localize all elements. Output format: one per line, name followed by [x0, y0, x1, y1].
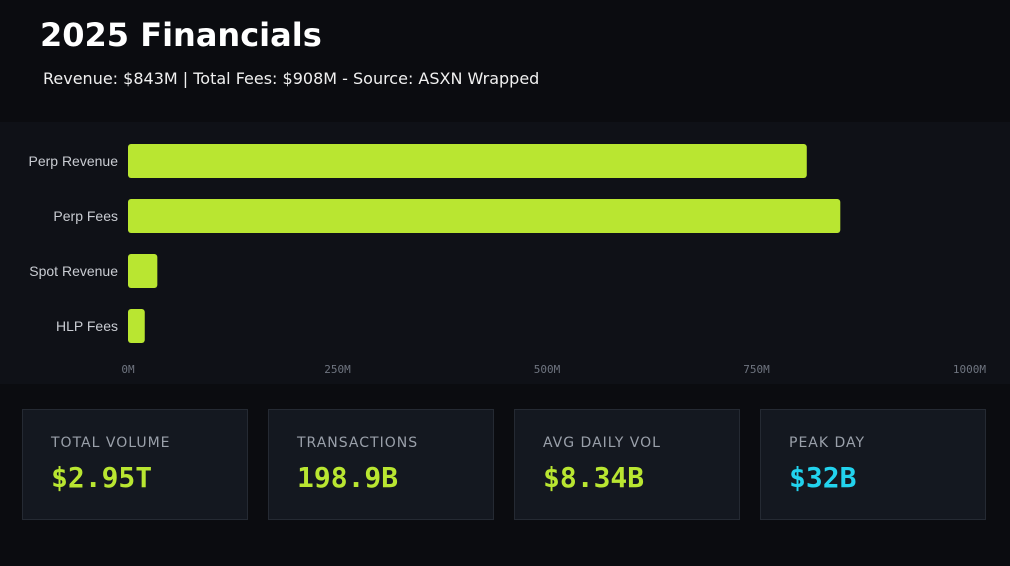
x-tick-label: 750M	[743, 363, 770, 376]
bar-spot-revenue	[128, 254, 158, 288]
stat-label: AVG DAILY VOL	[543, 435, 661, 451]
stat-value: $8.34B	[543, 461, 645, 494]
stat-card-peak-day: PEAK DAY $32B	[760, 409, 986, 520]
bar-chart: Perp Revenue Perp Fees Spot Revenue HLP Fee…	[28, 144, 986, 376]
stat-label: TOTAL VOLUME	[51, 435, 171, 451]
stat-card-transactions: TRANSACTIONS 198.9B	[268, 409, 494, 520]
bar-perp-revenue	[128, 144, 807, 178]
stat-label: TRANSACTIONS	[297, 435, 419, 451]
bar-hlp-fees	[128, 309, 145, 343]
stat-label: PEAK DAY	[789, 435, 866, 451]
x-tick-label: 250M	[324, 363, 351, 376]
stat-value: $2.95T	[51, 461, 153, 494]
chart-panel: Perp Revenue Perp Fees Spot Revenue HLP Fee…	[0, 122, 1010, 384]
x-tick-label: 500M	[534, 363, 561, 376]
stat-value: 198.9B	[297, 461, 399, 494]
bar-perp-fees	[128, 199, 841, 233]
x-tick-label: 0M	[121, 363, 135, 376]
category-label: Spot Revenue	[29, 263, 118, 279]
category-label: Perp Fees	[53, 208, 118, 224]
stat-value: $32B	[789, 461, 857, 494]
category-label: HLP Fees	[56, 318, 118, 334]
stat-card-avg-daily-vol: AVG DAILY VOL $8.34B	[514, 409, 740, 520]
stat-card-total-volume: TOTAL VOLUME $2.95T	[22, 409, 248, 520]
category-label: Perp Revenue	[28, 153, 118, 169]
page-title: 2025 Financials	[40, 16, 322, 54]
page-subtitle: Revenue: $843M | Total Fees: $908M - Sou…	[43, 69, 540, 88]
x-tick-label: 1000M	[953, 363, 986, 376]
